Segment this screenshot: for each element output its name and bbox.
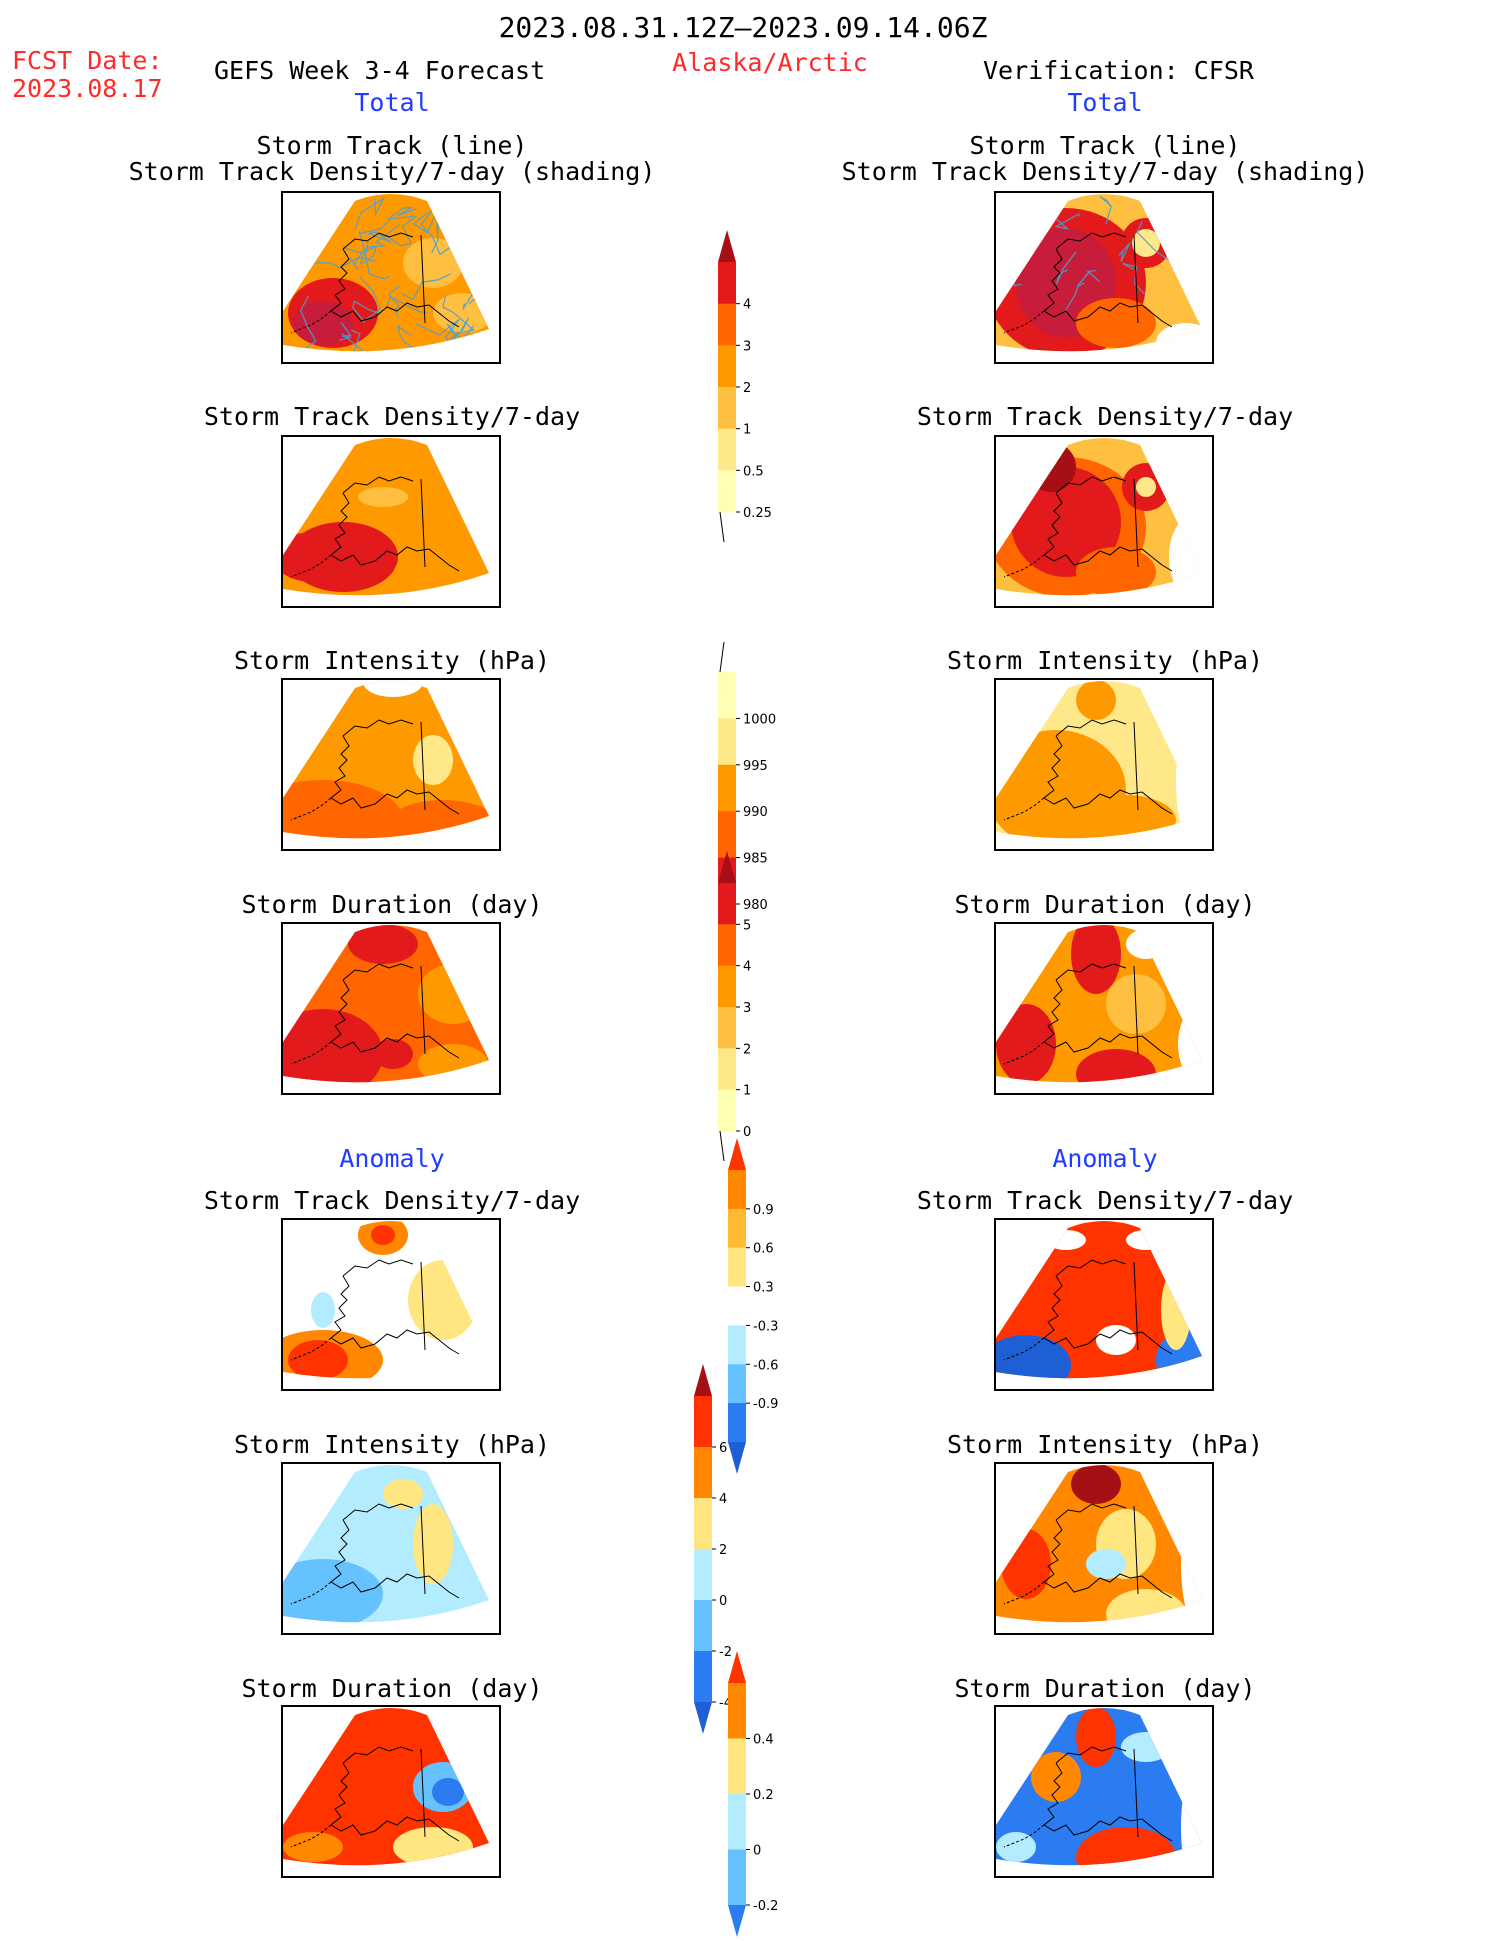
region-title: Alaska/Arctic [672, 48, 868, 77]
colorbar-label: -0.2 [753, 1899, 778, 1914]
right-duration-anom-title: Storm Duration (day) [954, 1674, 1256, 1703]
colorbar-label: 2 [743, 1042, 751, 1057]
colorbar-label: 990 [743, 805, 768, 820]
colorbar-label: 1 [743, 423, 751, 438]
right-total-label: Total [1067, 88, 1143, 117]
right-density-anom-title: Storm Track Density/7-day [916, 1186, 1294, 1215]
fcst-date: 2023.08.17 [12, 74, 163, 103]
map-verif-duration-anomaly [994, 1705, 1214, 1878]
colorbar-label: 6 [719, 1441, 727, 1456]
colorbar-label: 0.3 [753, 1281, 774, 1296]
colorbar-label: 0.4 [753, 1733, 774, 1748]
verification-title: Verification: CFSR [983, 56, 1254, 85]
left-density-anom-title: Storm Track Density/7-day [203, 1186, 581, 1215]
map-canvas [283, 925, 489, 1083]
map-forecast-intensity [281, 678, 501, 851]
colorbar-svg: 0.9 0.6 0.3 -0.3 -0.6 -0.9 [728, 1138, 778, 1474]
colorbar-label: 3 [743, 1001, 751, 1016]
colorbar-svg: 0.40.20-0.2-0.4 [728, 1651, 778, 1937]
map-canvas [283, 1465, 489, 1623]
colorbar-label: 2 [743, 381, 751, 396]
left-intensity-anom-title: Storm Intensity (hPa) [233, 1430, 551, 1459]
left-anomaly-label: Anomaly [339, 1144, 445, 1173]
colorbar-label: 0.5 [743, 464, 764, 479]
colorbar-label: 4 [743, 960, 751, 975]
period-title: 2023.08.31.12Z–2023.09.14.06Z [498, 11, 988, 44]
colorbar-svg: 1000 995 990 985 980 [718, 642, 776, 936]
colorbar-label: 0 [743, 1125, 751, 1140]
right-anomaly-label: Anomaly [1052, 1144, 1158, 1173]
colorbar-label: -0.6 [753, 1358, 778, 1373]
fcst-label: FCST Date: [12, 46, 163, 75]
right-intensity-title: Storm Intensity (hPa) [946, 646, 1264, 675]
left-density-title: Storm Track Density/7-day [203, 402, 581, 431]
right-track-shading-title: Storm Track Density/7-day (shading) [841, 157, 1369, 186]
left-total-label: Total [354, 88, 430, 117]
colorbar-label: -0.9 [753, 1397, 778, 1412]
left-duration-title: Storm Duration (day) [241, 890, 543, 919]
map-verif-density [994, 435, 1214, 608]
map-canvas [996, 681, 1202, 839]
right-density-title: Storm Track Density/7-day [916, 402, 1294, 431]
map-verif-density-anomaly [994, 1218, 1214, 1391]
colorbar-label: 0 [719, 1594, 727, 1609]
map-canvas [996, 1708, 1202, 1866]
left-track-line-title: Storm Track (line) [256, 131, 528, 160]
map-verif-duration [994, 922, 1214, 1095]
map-verif-intensity-anomaly [994, 1462, 1214, 1635]
colorbar-svg: 4 3 2 1 0.5 0.25 [718, 230, 772, 543]
colorbar-label: 2 [719, 1543, 727, 1558]
colorbar-svg: 5 4 3 2 1 0 [718, 851, 751, 1162]
map-forecast-duration [281, 922, 501, 1095]
colorbar-label: 985 [743, 852, 768, 867]
right-duration-title: Storm Duration (day) [954, 890, 1256, 919]
map-canvas [996, 925, 1202, 1083]
colorbar-label: 0 [753, 1844, 761, 1859]
colorbar-label: 3 [743, 339, 751, 354]
colorbar-label: 980 [743, 898, 768, 913]
colorbar-label: 0.6 [753, 1242, 774, 1257]
left-intensity-title: Storm Intensity (hPa) [233, 646, 551, 675]
colorbar-label: 1 [743, 1084, 751, 1099]
map-canvas [283, 681, 489, 839]
map-forecast-density [281, 435, 501, 608]
left-track-shading-title: Storm Track Density/7-day (shading) [128, 157, 656, 186]
colorbar-label: 5 [743, 918, 751, 933]
map-canvas [996, 1221, 1202, 1379]
map-canvas [996, 438, 1202, 596]
left-duration-anom-title: Storm Duration (day) [241, 1674, 543, 1703]
colorbar-label: -2 [719, 1645, 732, 1660]
map-forecast-density-anomaly [281, 1218, 501, 1391]
map-forecast-duration-anomaly [281, 1705, 501, 1878]
map-forecast-intensity-anomaly [281, 1462, 501, 1635]
colorbar-label: 1000 [743, 712, 776, 727]
colorbar-label: -0.3 [753, 1319, 778, 1334]
colorbar-label: 0.9 [753, 1203, 774, 1218]
right-track-line-title: Storm Track (line) [969, 131, 1241, 160]
forecast-title: GEFS Week 3-4 Forecast [214, 56, 546, 85]
map-canvas [996, 1465, 1202, 1623]
map-canvas [283, 194, 489, 352]
map-verif-track [994, 191, 1214, 364]
right-intensity-anom-title: Storm Intensity (hPa) [946, 1430, 1264, 1459]
map-canvas [283, 1708, 489, 1866]
colorbar-label: 4 [743, 298, 751, 313]
colorbar-label: 995 [743, 759, 768, 774]
colorbar-label: 0.25 [743, 506, 772, 521]
map-forecast-track [281, 191, 501, 364]
map-canvas [283, 438, 489, 596]
colorbar-label: 4 [719, 1492, 727, 1507]
map-canvas [283, 1221, 489, 1379]
map-verif-intensity [994, 678, 1214, 851]
colorbar-label: 0.2 [753, 1788, 774, 1803]
map-canvas [996, 194, 1202, 352]
